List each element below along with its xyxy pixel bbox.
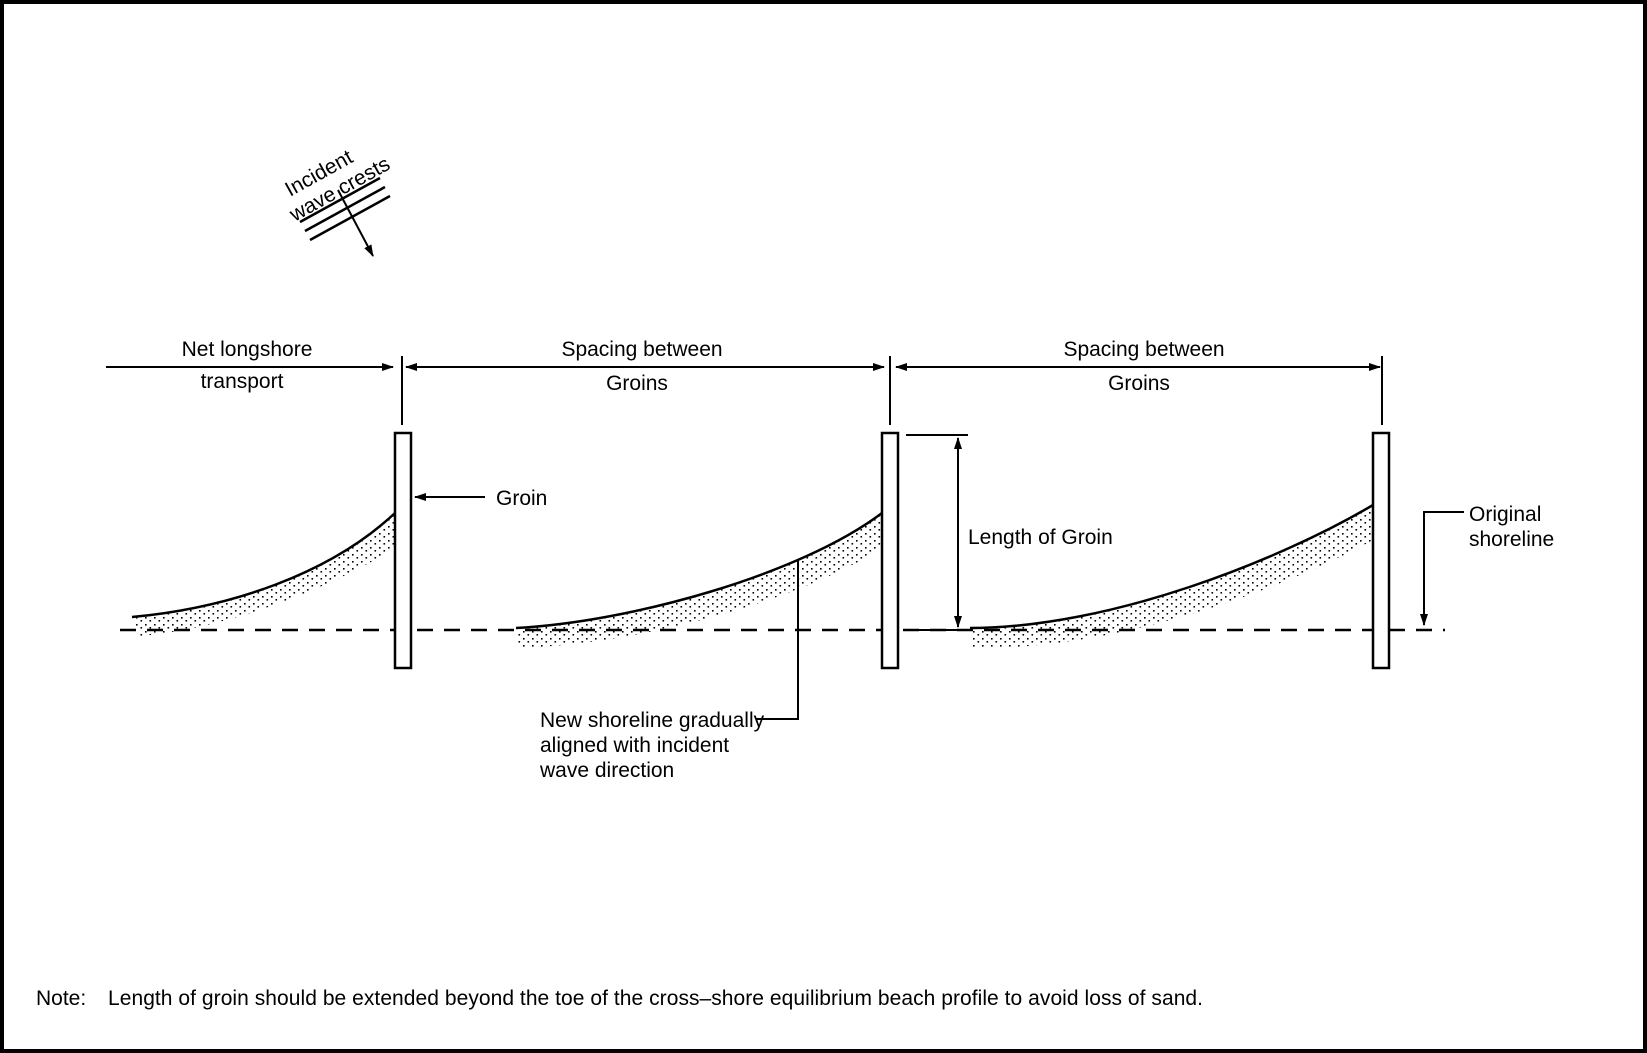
spacing-label-2: Spacing between [1063,338,1224,361]
groin-3 [1371,431,1391,670]
note-text: Length of groin should be extended beyon… [108,987,1203,1010]
groin-2 [880,431,900,670]
groins-label-1: Groins [606,372,668,395]
sand-accretion-2 [516,513,882,648]
new-shoreline-label-2: aligned with incident [540,734,729,757]
sand-accretion-1 [132,513,395,636]
new-shoreline-label-3: wave direction [539,759,674,782]
spacing-label-1: Spacing between [561,338,722,361]
note-label: Note: [36,987,86,1010]
new-shoreline-label-1: New shoreline gradually [540,709,765,732]
original-shoreline-leader [1420,511,1464,626]
wave-direction-arrow [337,189,374,257]
incident-wave-crests-symbol [299,176,391,257]
new-shoreline-1 [131,512,396,619]
groin-1 [393,431,413,670]
sand-accretion-3 [970,505,1373,649]
new-shoreline-3 [969,503,1374,630]
new-shoreline-leader [756,560,799,720]
transport-label: transport [201,370,284,393]
shoreline-label: shoreline [1469,528,1554,551]
length-of-groin-label: Length of Groin [968,526,1113,549]
net-longshore-label: Net longshore [182,338,313,361]
original-label: Original [1469,503,1541,526]
new-shoreline-2 [515,512,883,630]
groins-label-2: Groins [1108,372,1170,395]
groin-label: Groin [496,487,547,510]
